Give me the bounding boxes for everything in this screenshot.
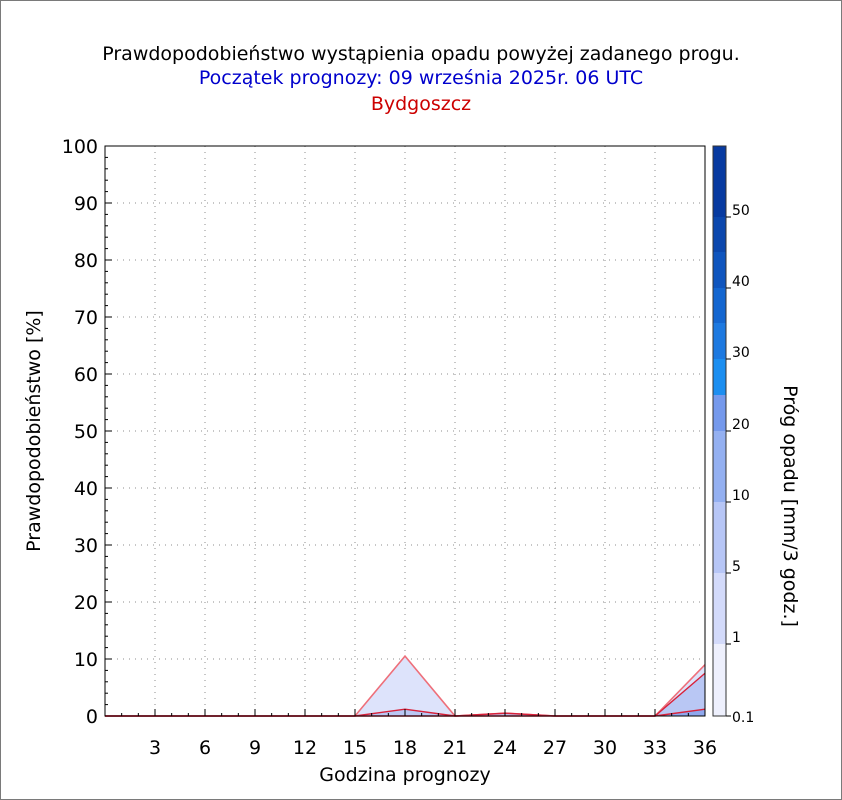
y-tick-label: 0: [86, 706, 98, 728]
colorbar-tick-label: 1: [732, 630, 741, 646]
y-tick-label: 20: [74, 592, 98, 614]
colorbar-band: [713, 323, 726, 359]
x-tick-label: 21: [443, 737, 467, 759]
y-tick-label: 40: [74, 478, 98, 500]
colorbar-tick-label: 50: [732, 203, 750, 219]
colorbar-tick-label: 40: [732, 274, 750, 290]
colorbar-tick-label: 30: [732, 345, 750, 361]
colorbar-band: [713, 217, 726, 252]
y-tick-label: 50: [74, 421, 98, 443]
chart-subtitle: Początek prognozy: 09 września 2025r. 06…: [198, 67, 644, 89]
y-tick-label: 70: [74, 307, 98, 329]
y-axis-label: Prawdopodobieństwo [%]: [23, 310, 45, 552]
colorbar-band: [713, 288, 726, 323]
x-tick-label: 15: [343, 737, 367, 759]
colorbar-band: [713, 431, 726, 502]
x-tick-label: 30: [593, 737, 617, 759]
colorbar-tick-label: 20: [732, 417, 750, 433]
x-tick-label: 6: [199, 737, 211, 759]
y-tick-label: 10: [74, 649, 98, 671]
y-tick-label: 80: [74, 250, 98, 272]
x-tick-label: 27: [543, 737, 567, 759]
colorbar-band: [713, 252, 726, 288]
x-tick-label: 3: [149, 737, 161, 759]
x-tick-label: 18: [393, 737, 417, 759]
colorbar-band: [713, 573, 726, 644]
x-tick-label: 36: [693, 737, 717, 759]
colorbar-tick-label: 10: [732, 488, 750, 504]
colorbar-label: Próg opadu [mm/3 godz.]: [779, 385, 801, 627]
y-tick-label: 100: [62, 136, 98, 158]
station-name: Bydgoszcz: [370, 93, 472, 115]
x-tick-label: 12: [293, 737, 317, 759]
area-threshold-0-1: [105, 656, 705, 716]
y-tick-label: 90: [74, 193, 98, 215]
colorbar-tick-label: 0.1: [732, 710, 754, 726]
y-tick-label: 60: [74, 364, 98, 386]
x-axis-label: Godzina prognozy: [319, 764, 490, 786]
y-tick-label: 30: [74, 535, 98, 557]
colorbar-band: [713, 359, 726, 395]
x-tick-label: 9: [249, 737, 261, 759]
colorbar-band: [713, 644, 726, 716]
x-tick-label: 24: [493, 737, 517, 759]
colorbar-band: [713, 395, 726, 431]
colorbar-band: [713, 502, 726, 573]
chart-title: Prawdopodobieństwo wystąpienia opadu pow…: [102, 43, 740, 65]
x-tick-label: 33: [643, 737, 667, 759]
colorbar-band: [713, 146, 726, 217]
colorbar-tick-label: 5: [732, 559, 741, 575]
